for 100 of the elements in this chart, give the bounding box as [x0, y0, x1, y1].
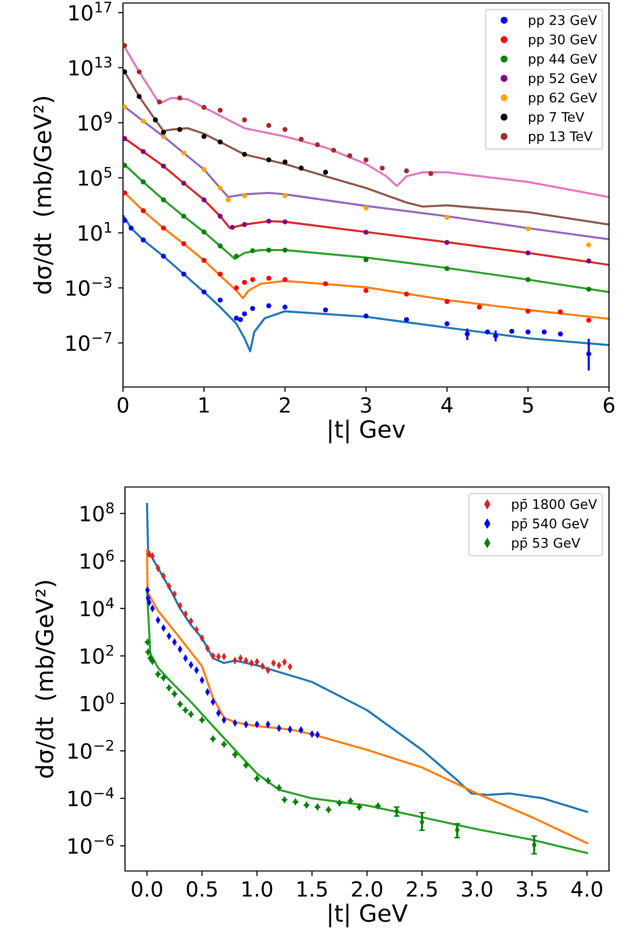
x-tick-label: 4.0 — [571, 881, 602, 897]
point — [216, 653, 221, 660]
point — [242, 193, 247, 198]
point — [178, 700, 182, 708]
x-tick-label: 3 — [360, 397, 371, 413]
point — [282, 127, 288, 132]
point — [218, 244, 223, 249]
point — [266, 248, 272, 253]
point — [526, 226, 530, 232]
y-tick-label: 10$^{5}$ — [78, 166, 112, 186]
point — [298, 166, 304, 171]
point — [161, 624, 166, 632]
point — [276, 724, 282, 732]
point — [136, 94, 142, 100]
point — [282, 248, 288, 253]
point — [161, 674, 166, 682]
point — [156, 616, 160, 624]
x-tick-label: 3.5 — [517, 881, 547, 897]
point — [380, 166, 385, 171]
point — [266, 721, 270, 728]
legend-label: pp 7 TeV — [529, 112, 584, 124]
point — [148, 654, 153, 662]
y-tick-label: 10$^{1}$ — [78, 222, 112, 241]
y-tick-label: 10$^{8}$ — [80, 502, 114, 522]
point — [586, 242, 592, 248]
point — [526, 277, 530, 282]
point — [146, 599, 152, 606]
point — [331, 148, 336, 153]
point — [347, 153, 352, 158]
x-axis-title: |t| Gev — [329, 420, 406, 444]
line-series — [146, 549, 588, 844]
point — [288, 726, 292, 733]
point — [244, 657, 248, 664]
point — [586, 351, 592, 356]
legend-label: pp 62 GeV — [529, 92, 598, 106]
point — [249, 660, 254, 666]
point — [282, 796, 287, 804]
point — [242, 222, 247, 228]
point — [298, 726, 304, 734]
point — [326, 806, 331, 814]
point — [404, 292, 409, 297]
point — [266, 122, 272, 128]
point — [476, 304, 482, 310]
point — [181, 241, 186, 246]
point — [161, 197, 166, 202]
point — [123, 43, 128, 48]
y-tick-label: 10$^{2}$ — [80, 644, 114, 664]
point — [140, 118, 146, 124]
point — [146, 648, 150, 656]
point — [150, 605, 155, 612]
point — [276, 784, 282, 791]
point — [282, 219, 288, 224]
point — [310, 730, 314, 738]
point — [254, 721, 260, 728]
point — [304, 802, 309, 808]
point — [586, 286, 592, 292]
y-tick-label: 10$^{9}$ — [78, 112, 112, 131]
point — [282, 193, 288, 198]
point — [232, 657, 238, 664]
point — [493, 333, 498, 338]
point — [166, 582, 172, 590]
y-tick-label: 10$^{13}$ — [70, 56, 112, 76]
point — [364, 257, 368, 262]
point — [323, 281, 328, 286]
point — [266, 218, 272, 224]
point — [161, 226, 166, 231]
point — [364, 288, 368, 294]
y-tick-label: 10$^{−6}$ — [68, 834, 114, 854]
x-tick-label: 1.0 — [242, 881, 272, 897]
point — [242, 280, 247, 285]
point — [123, 136, 128, 142]
x-tick-label: 1.5 — [298, 881, 327, 897]
point — [210, 698, 216, 706]
point — [234, 254, 239, 259]
point — [202, 230, 206, 235]
point — [161, 134, 166, 139]
point — [315, 731, 320, 738]
point — [232, 751, 238, 758]
point — [205, 644, 210, 652]
x-tick-label: 1 — [200, 397, 209, 413]
point — [123, 190, 128, 196]
point — [172, 638, 177, 646]
point — [200, 634, 204, 642]
point — [150, 552, 155, 560]
y-tick-label: 10$^{17}$ — [70, 2, 112, 21]
point — [232, 720, 238, 726]
point — [250, 248, 256, 254]
point — [428, 171, 434, 176]
point — [266, 276, 272, 281]
point — [357, 804, 362, 810]
point — [145, 586, 150, 594]
point — [218, 108, 223, 113]
point — [140, 179, 146, 184]
point — [218, 139, 223, 144]
point — [526, 308, 530, 314]
point — [222, 716, 226, 724]
point — [222, 740, 226, 748]
point — [244, 762, 248, 768]
point — [376, 802, 380, 810]
point — [183, 654, 188, 662]
